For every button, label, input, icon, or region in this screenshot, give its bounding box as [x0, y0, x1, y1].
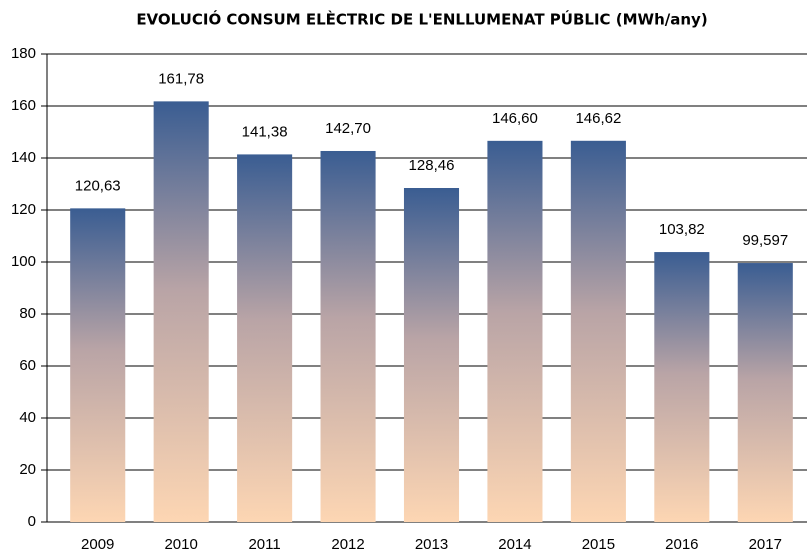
bar: [237, 154, 293, 523]
bar: [487, 140, 543, 522]
x-tick-label: 2010: [164, 536, 197, 553]
y-tick-label: 160: [11, 97, 36, 114]
y-tick-label: 140: [11, 149, 36, 166]
data-label: 120,63: [75, 177, 121, 194]
x-tick-label: 2014: [498, 536, 531, 553]
x-tick-label: 2009: [81, 536, 114, 553]
x-tick-label: 2012: [331, 536, 364, 553]
x-tick-label: 2013: [415, 536, 448, 553]
data-label: 142,70: [325, 120, 371, 137]
x-tick-label: 2017: [749, 536, 782, 553]
data-label: 128,46: [409, 157, 455, 174]
y-tick-label: 40: [19, 409, 36, 426]
bar: [153, 101, 209, 522]
data-label: 99,597: [742, 232, 788, 249]
data-label: 146,60: [492, 110, 538, 127]
bar: [403, 188, 460, 522]
y-tick-label: 60: [19, 357, 36, 374]
y-tick-label: 180: [11, 45, 36, 62]
x-tick-label: 2015: [582, 536, 615, 553]
data-label: 161,78: [158, 70, 204, 87]
y-tick-label: 120: [11, 201, 36, 218]
chart-title: EVOLUCIÓ CONSUM ELÈCTRIC DE L'ENLLUMENAT…: [136, 10, 707, 29]
bar: [654, 252, 710, 522]
y-tick-label: 100: [11, 253, 36, 270]
data-label: 146,62: [575, 110, 621, 127]
bar: [320, 150, 376, 523]
data-label: 141,38: [242, 123, 288, 140]
bar: [737, 263, 793, 522]
x-tick-label: 2011: [248, 536, 280, 553]
y-tick-label: 80: [19, 305, 36, 322]
x-tick-label: 2016: [665, 536, 698, 553]
y-tick-label: 20: [19, 461, 36, 478]
bar: [70, 208, 126, 522]
data-label: 103,82: [659, 221, 705, 238]
y-tick-label: 0: [28, 513, 36, 530]
bar: [570, 140, 626, 522]
